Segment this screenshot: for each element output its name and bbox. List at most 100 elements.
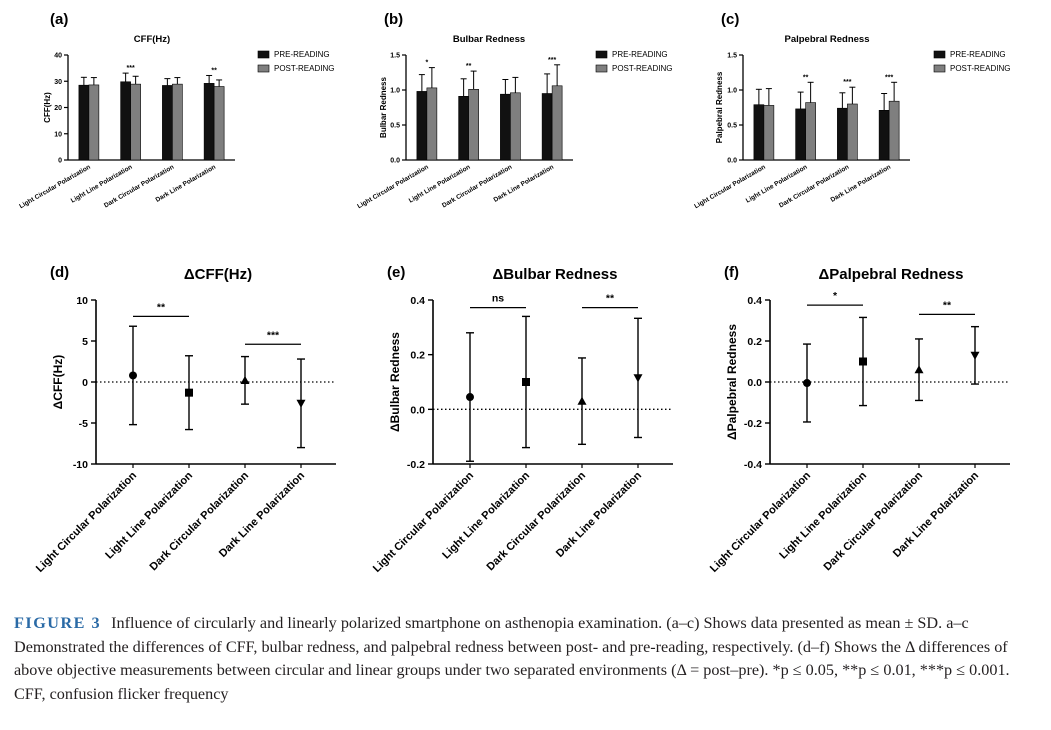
comparison-label: ns xyxy=(492,293,504,305)
panel-label: (c) xyxy=(721,11,739,28)
bar-pre xyxy=(416,91,428,161)
legend-swatch xyxy=(595,64,608,73)
data-point xyxy=(970,351,980,360)
bar-pre xyxy=(500,93,511,161)
bar-post xyxy=(172,83,183,161)
panel-b: (b) Bulbar Redness Bulbar Redness 0.0 0.5 1.0… xyxy=(356,11,672,210)
bar-post xyxy=(510,92,521,161)
y-tick-label: 0.0 xyxy=(727,158,737,165)
data-point xyxy=(129,371,137,380)
y-tick-label: 0.0 xyxy=(390,158,400,165)
comparison-label: ** xyxy=(943,299,952,311)
x-tick-label: Dark Circular Polarization xyxy=(148,469,252,573)
bar-pre xyxy=(837,107,848,161)
data-point xyxy=(803,379,811,388)
figure-3: (a) CFF(Hz) CFF(Hz) 0 10 20 30 40 Light Circular… xyxy=(18,11,1010,575)
y-tick-label: -10 xyxy=(73,459,88,471)
x-tick-label: Light Circular Polarization xyxy=(18,164,92,211)
panel-d: (d) ΔCFF(Hz) ΔCFF(Hz) -10 -5 0 5 10 Light Circul… xyxy=(34,264,336,575)
legend-label: POST-READING xyxy=(950,64,1010,73)
bar-post xyxy=(847,103,858,161)
y-axis-label: Bulbar Redness xyxy=(379,76,388,137)
significance-label: *** xyxy=(127,65,135,72)
panel-label: (d) xyxy=(50,264,69,281)
data-point xyxy=(577,396,587,405)
panel-title: Bulbar Redness xyxy=(453,34,525,45)
legend-label: POST-READING xyxy=(274,64,334,73)
x-tick-label: Dark Circular Polarization xyxy=(485,469,589,573)
figure-label: FIGURE 3 xyxy=(14,614,102,632)
y-tick-label: -0.2 xyxy=(744,418,762,430)
y-tick-label: 0.4 xyxy=(747,295,762,307)
bar-pre xyxy=(753,104,765,161)
legend-swatch xyxy=(595,50,608,59)
y-tick-label: 0 xyxy=(82,377,88,389)
data-point xyxy=(296,399,306,408)
bar-pre xyxy=(120,81,131,161)
panel-a: (a) CFF(Hz) CFF(Hz) 0 10 20 30 40 Light Circular… xyxy=(18,11,334,210)
bar-post xyxy=(426,87,438,161)
significance-label: ** xyxy=(803,74,809,81)
legend-label: POST-READING xyxy=(612,64,672,73)
significance-label: * xyxy=(426,60,429,67)
x-tick-label: Light Circular Polarization xyxy=(693,164,767,211)
panel-title: Palpebral Redness xyxy=(784,34,869,45)
y-tick-label: 0.4 xyxy=(410,295,425,307)
data-point xyxy=(522,378,530,386)
bar-post xyxy=(888,100,900,161)
comparison-label: * xyxy=(833,290,838,302)
panel-title: ΔCFF(Hz) xyxy=(184,266,252,283)
legend-label: PRE-READING xyxy=(612,50,668,59)
y-tick-label: 0.0 xyxy=(410,404,425,416)
bar-pre xyxy=(162,85,173,161)
panel-title: CFF(Hz) xyxy=(134,34,170,45)
y-tick-label: 5 xyxy=(82,336,88,348)
y-axis-label: Palpebral Redness xyxy=(715,71,724,143)
bar-post xyxy=(213,86,225,161)
panel-label: (f) xyxy=(724,264,739,281)
y-tick-label: 1.0 xyxy=(727,88,737,95)
y-tick-label: -5 xyxy=(79,418,88,430)
x-tick-label: Light Circular Polarization xyxy=(356,164,430,211)
y-tick-label: 10 xyxy=(54,131,62,138)
x-tick-label: Light Circular Polarization xyxy=(708,469,813,574)
data-point xyxy=(859,357,867,366)
panel-c: (c) Palpebral Redness Palpebral Redness 0.0… xyxy=(693,11,1010,210)
panel-title: ΔBulbar Redness xyxy=(493,266,618,283)
data-point xyxy=(914,365,924,374)
significance-label: *** xyxy=(548,57,556,64)
bar-pre xyxy=(541,93,553,161)
caption-text: Influence of circularly and linearly pol… xyxy=(14,614,1010,703)
y-tick-label: -0.2 xyxy=(407,459,425,471)
bar-pre xyxy=(795,108,806,161)
legend-swatch xyxy=(933,64,946,73)
y-tick-label: 0.5 xyxy=(390,123,400,130)
data-point xyxy=(466,393,474,402)
figure-caption: FIGURE 3 Influence of circularly and lin… xyxy=(14,612,1038,706)
y-tick-label: 1.5 xyxy=(727,53,737,60)
significance-label: *** xyxy=(885,74,893,81)
x-tick-label: Dark Circular Polarization xyxy=(822,469,926,573)
legend-label: PRE-READING xyxy=(274,50,330,59)
legend-label: PRE-READING xyxy=(950,50,1006,59)
y-axis-label: ΔBulbar Redness xyxy=(388,332,402,432)
data-point xyxy=(185,388,193,397)
bar-pre xyxy=(878,110,890,161)
x-tick-label: Dark Circular Polarization xyxy=(441,164,513,210)
panel-label: (b) xyxy=(384,11,403,28)
y-tick-label: -0.4 xyxy=(744,459,762,471)
panel-e: (e) ΔBulbar Redness ΔBulbar Redness -0.2 0.0… xyxy=(371,264,673,575)
x-tick-label: Dark Circular Polarization xyxy=(778,164,850,210)
significance-label: ** xyxy=(211,67,217,74)
data-point xyxy=(240,375,250,384)
bar-post xyxy=(88,84,100,161)
bar-pre xyxy=(203,83,215,161)
y-tick-label: 10 xyxy=(76,295,88,307)
comparison-label: ** xyxy=(157,301,166,313)
legend-swatch xyxy=(257,64,270,73)
significance-label: ** xyxy=(466,63,472,70)
y-tick-label: 40 xyxy=(54,53,62,60)
y-tick-label: 30 xyxy=(54,79,62,86)
x-tick-label: Dark Circular Polarization xyxy=(103,164,175,210)
